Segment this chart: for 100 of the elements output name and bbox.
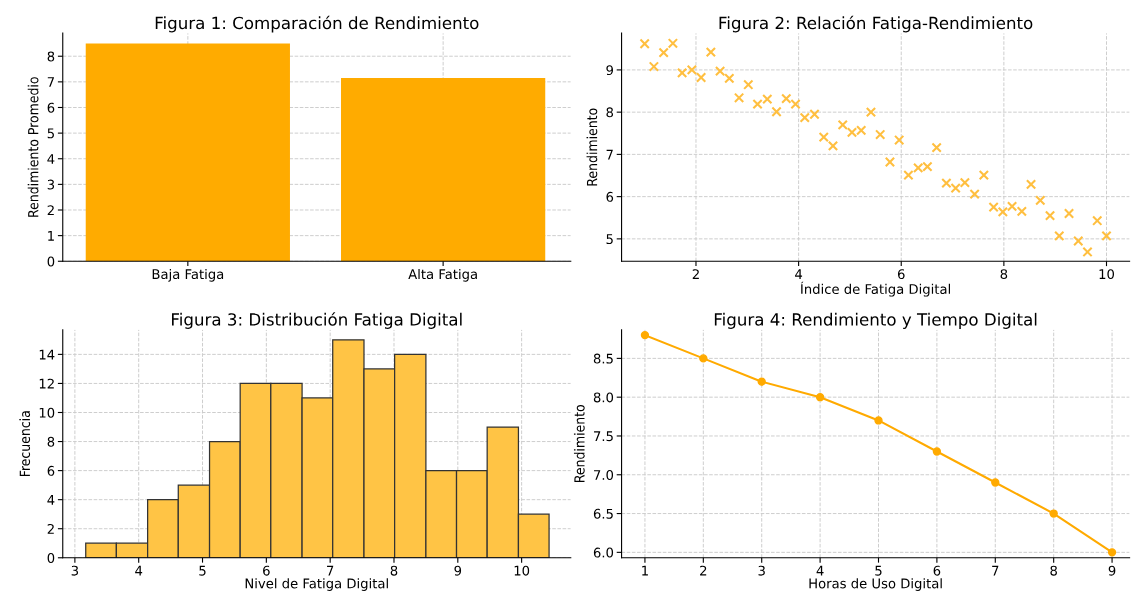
y-tick-label: 4: [47, 495, 55, 505]
chart-title: Figura 4: Rendimiento y Tiempo Digital: [714, 312, 1037, 329]
chart-title: Figura 1: Comparación de Rendimiento: [155, 15, 479, 33]
x-tick-label: 8: [1050, 565, 1057, 576]
point: [931, 142, 942, 153]
x-tick-label: Baja Fatiga: [152, 268, 224, 282]
x-tick-label: 7: [327, 565, 334, 576]
x-tick-label: 3: [758, 565, 765, 576]
x-tick-label: 3: [71, 565, 79, 576]
y-tick-label: 0: [47, 256, 55, 267]
point: [1025, 179, 1037, 190]
point: [743, 79, 754, 90]
y-tick-label: 8: [47, 436, 55, 447]
y-tick-label: 7: [606, 149, 613, 160]
x-tick-label: 1: [642, 565, 648, 576]
point: [648, 61, 660, 72]
point: [790, 98, 801, 110]
y-tick-label: 8.5: [593, 353, 613, 364]
point: [757, 377, 766, 386]
point: [714, 65, 726, 77]
x-tick-label: 4: [816, 565, 824, 576]
point: [705, 46, 717, 58]
x-axis-title: Índice de Fatiga Digital: [800, 281, 950, 297]
x-tick-label: 10: [514, 565, 530, 576]
y-axis-title: Rendimiento: [573, 404, 585, 482]
x-tick-label: 6: [263, 565, 270, 576]
point: [884, 156, 896, 168]
x-tick-label: 9: [1108, 565, 1116, 576]
point: [771, 106, 782, 117]
y-axis-title: Frecuencia: [19, 411, 31, 477]
y-tick-label: 9: [606, 65, 614, 76]
point: [941, 177, 952, 189]
point: [724, 73, 735, 84]
point: [1092, 215, 1103, 226]
point: [658, 47, 669, 58]
point: [997, 206, 1009, 218]
point: [893, 134, 905, 146]
point: [1054, 230, 1065, 242]
y-tick-label: 10: [39, 407, 55, 418]
y-tick-label: 7: [47, 77, 54, 87]
x-tick-label: 2: [700, 565, 707, 576]
x-tick-label: 8: [390, 565, 398, 576]
y-tick-label: 4: [47, 154, 55, 164]
y-tick-label: 8: [47, 51, 55, 62]
point: [1101, 230, 1112, 242]
point: [903, 169, 914, 181]
y-tick-label: 8.0: [593, 392, 614, 403]
x-tick-label: 6: [897, 269, 905, 280]
y-tick-label: 7.5: [594, 431, 613, 442]
point: [1107, 548, 1117, 557]
x-axis-title: Horas de Uso Digital: [809, 578, 942, 591]
point: [991, 478, 1000, 487]
point: [667, 38, 679, 49]
x-tick-label: 2: [692, 269, 699, 279]
x-tick-label: 5: [199, 565, 206, 576]
point: [988, 201, 999, 213]
point: [827, 140, 839, 152]
point: [874, 129, 886, 140]
y-tick-label: 8: [606, 107, 614, 118]
y-tick-label: 2: [47, 205, 54, 216]
point: [1082, 246, 1093, 258]
point: [837, 119, 848, 131]
point: [815, 393, 825, 402]
y-tick-label: 7.0: [594, 469, 614, 480]
x-tick-label: 4: [135, 565, 143, 576]
point: [640, 330, 650, 340]
point: [959, 177, 971, 188]
y-tick-label: 3: [47, 179, 55, 190]
y-axis-title: Rendimiento: [586, 108, 598, 186]
y-tick-label: 1: [48, 231, 54, 241]
point: [969, 188, 980, 200]
point: [699, 354, 708, 363]
point: [639, 38, 650, 49]
point: [978, 169, 990, 181]
x-axis-title: Nivel de Fatiga Digital: [245, 578, 388, 591]
y-tick-label: 2: [47, 523, 54, 534]
x-tick-label: 7: [992, 565, 999, 576]
y-axis-title: Rendimiento Promedio: [27, 77, 39, 217]
x-tick-label: 5: [875, 565, 882, 576]
point: [733, 92, 745, 103]
point: [1073, 235, 1084, 247]
point: [818, 131, 829, 143]
y-tick-label: 6: [47, 102, 55, 113]
point: [1063, 208, 1075, 219]
point: [874, 416, 883, 425]
x-tick-label: Alta Fatiga: [408, 268, 477, 282]
x-tick-label: 6: [933, 565, 941, 576]
y-tick-label: 5: [47, 128, 54, 139]
point: [781, 93, 792, 104]
point: [865, 106, 877, 118]
y-tick-label: 6: [606, 191, 614, 202]
point: [1006, 201, 1018, 212]
point: [950, 182, 961, 194]
point: [1049, 509, 1058, 518]
point: [932, 447, 942, 456]
x-tick-label: 10: [1099, 269, 1115, 280]
point: [1035, 195, 1046, 206]
point: [1016, 206, 1028, 217]
y-tick-label: 12: [39, 378, 54, 389]
point: [1044, 210, 1056, 221]
